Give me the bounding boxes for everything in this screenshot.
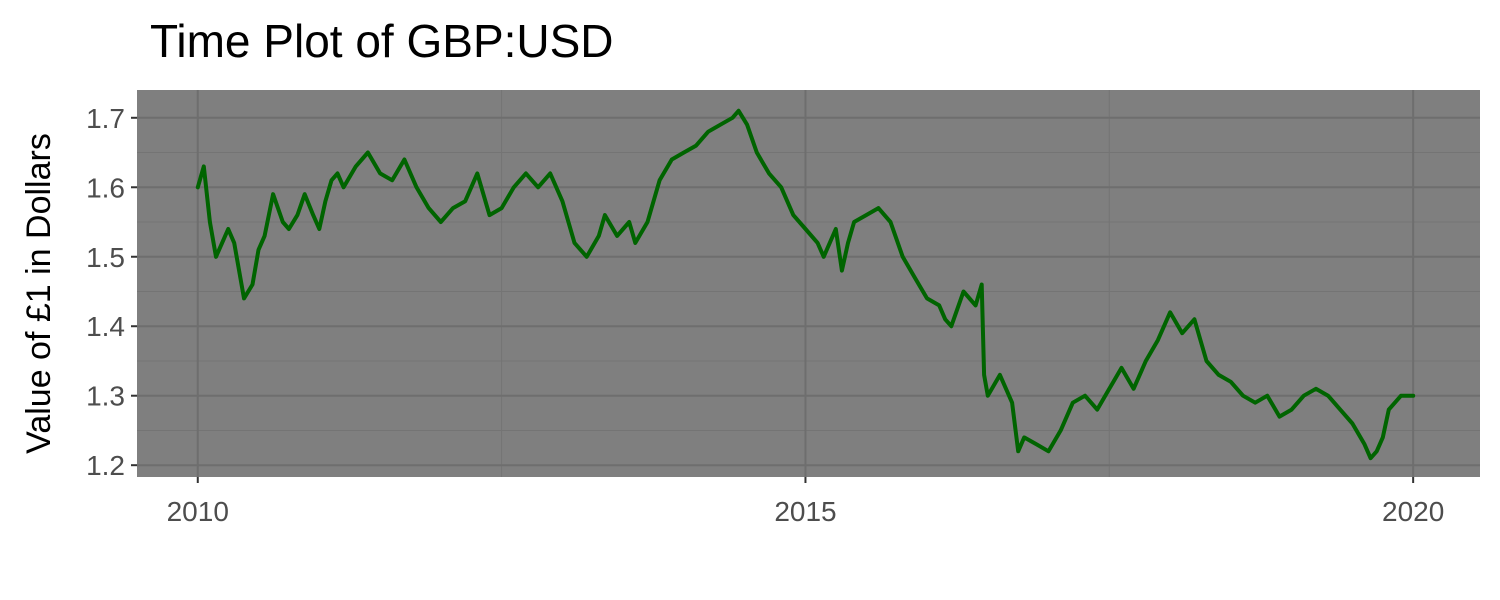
y-axis-title: Value of £1 in Dollars bbox=[20, 133, 58, 454]
x-tick-label: 2010 bbox=[167, 496, 229, 527]
x-axis-tick-labels: 2010 2015 2020 bbox=[167, 477, 1444, 527]
x-tick-label: 2020 bbox=[1382, 496, 1444, 527]
y-tick-label: 1.4 bbox=[86, 311, 125, 342]
x-tick-label: 2015 bbox=[774, 496, 836, 527]
y-tick-label: 1.2 bbox=[86, 450, 125, 481]
gbp-usd-series-line bbox=[195, 108, 1416, 461]
y-tick-label: 1.3 bbox=[86, 381, 125, 412]
y-tick-label: 1.5 bbox=[86, 242, 125, 273]
y-tick-label: 1.6 bbox=[86, 172, 125, 203]
y-axis-tick-labels: 1.2 1.3 1.4 1.5 1.6 1.7 bbox=[86, 103, 137, 481]
grid-lines bbox=[137, 90, 1480, 477]
y-tick-label: 1.7 bbox=[86, 103, 125, 134]
chart-title: Time Plot of GBP:USD bbox=[150, 15, 614, 67]
plot-panel-background bbox=[137, 90, 1480, 477]
